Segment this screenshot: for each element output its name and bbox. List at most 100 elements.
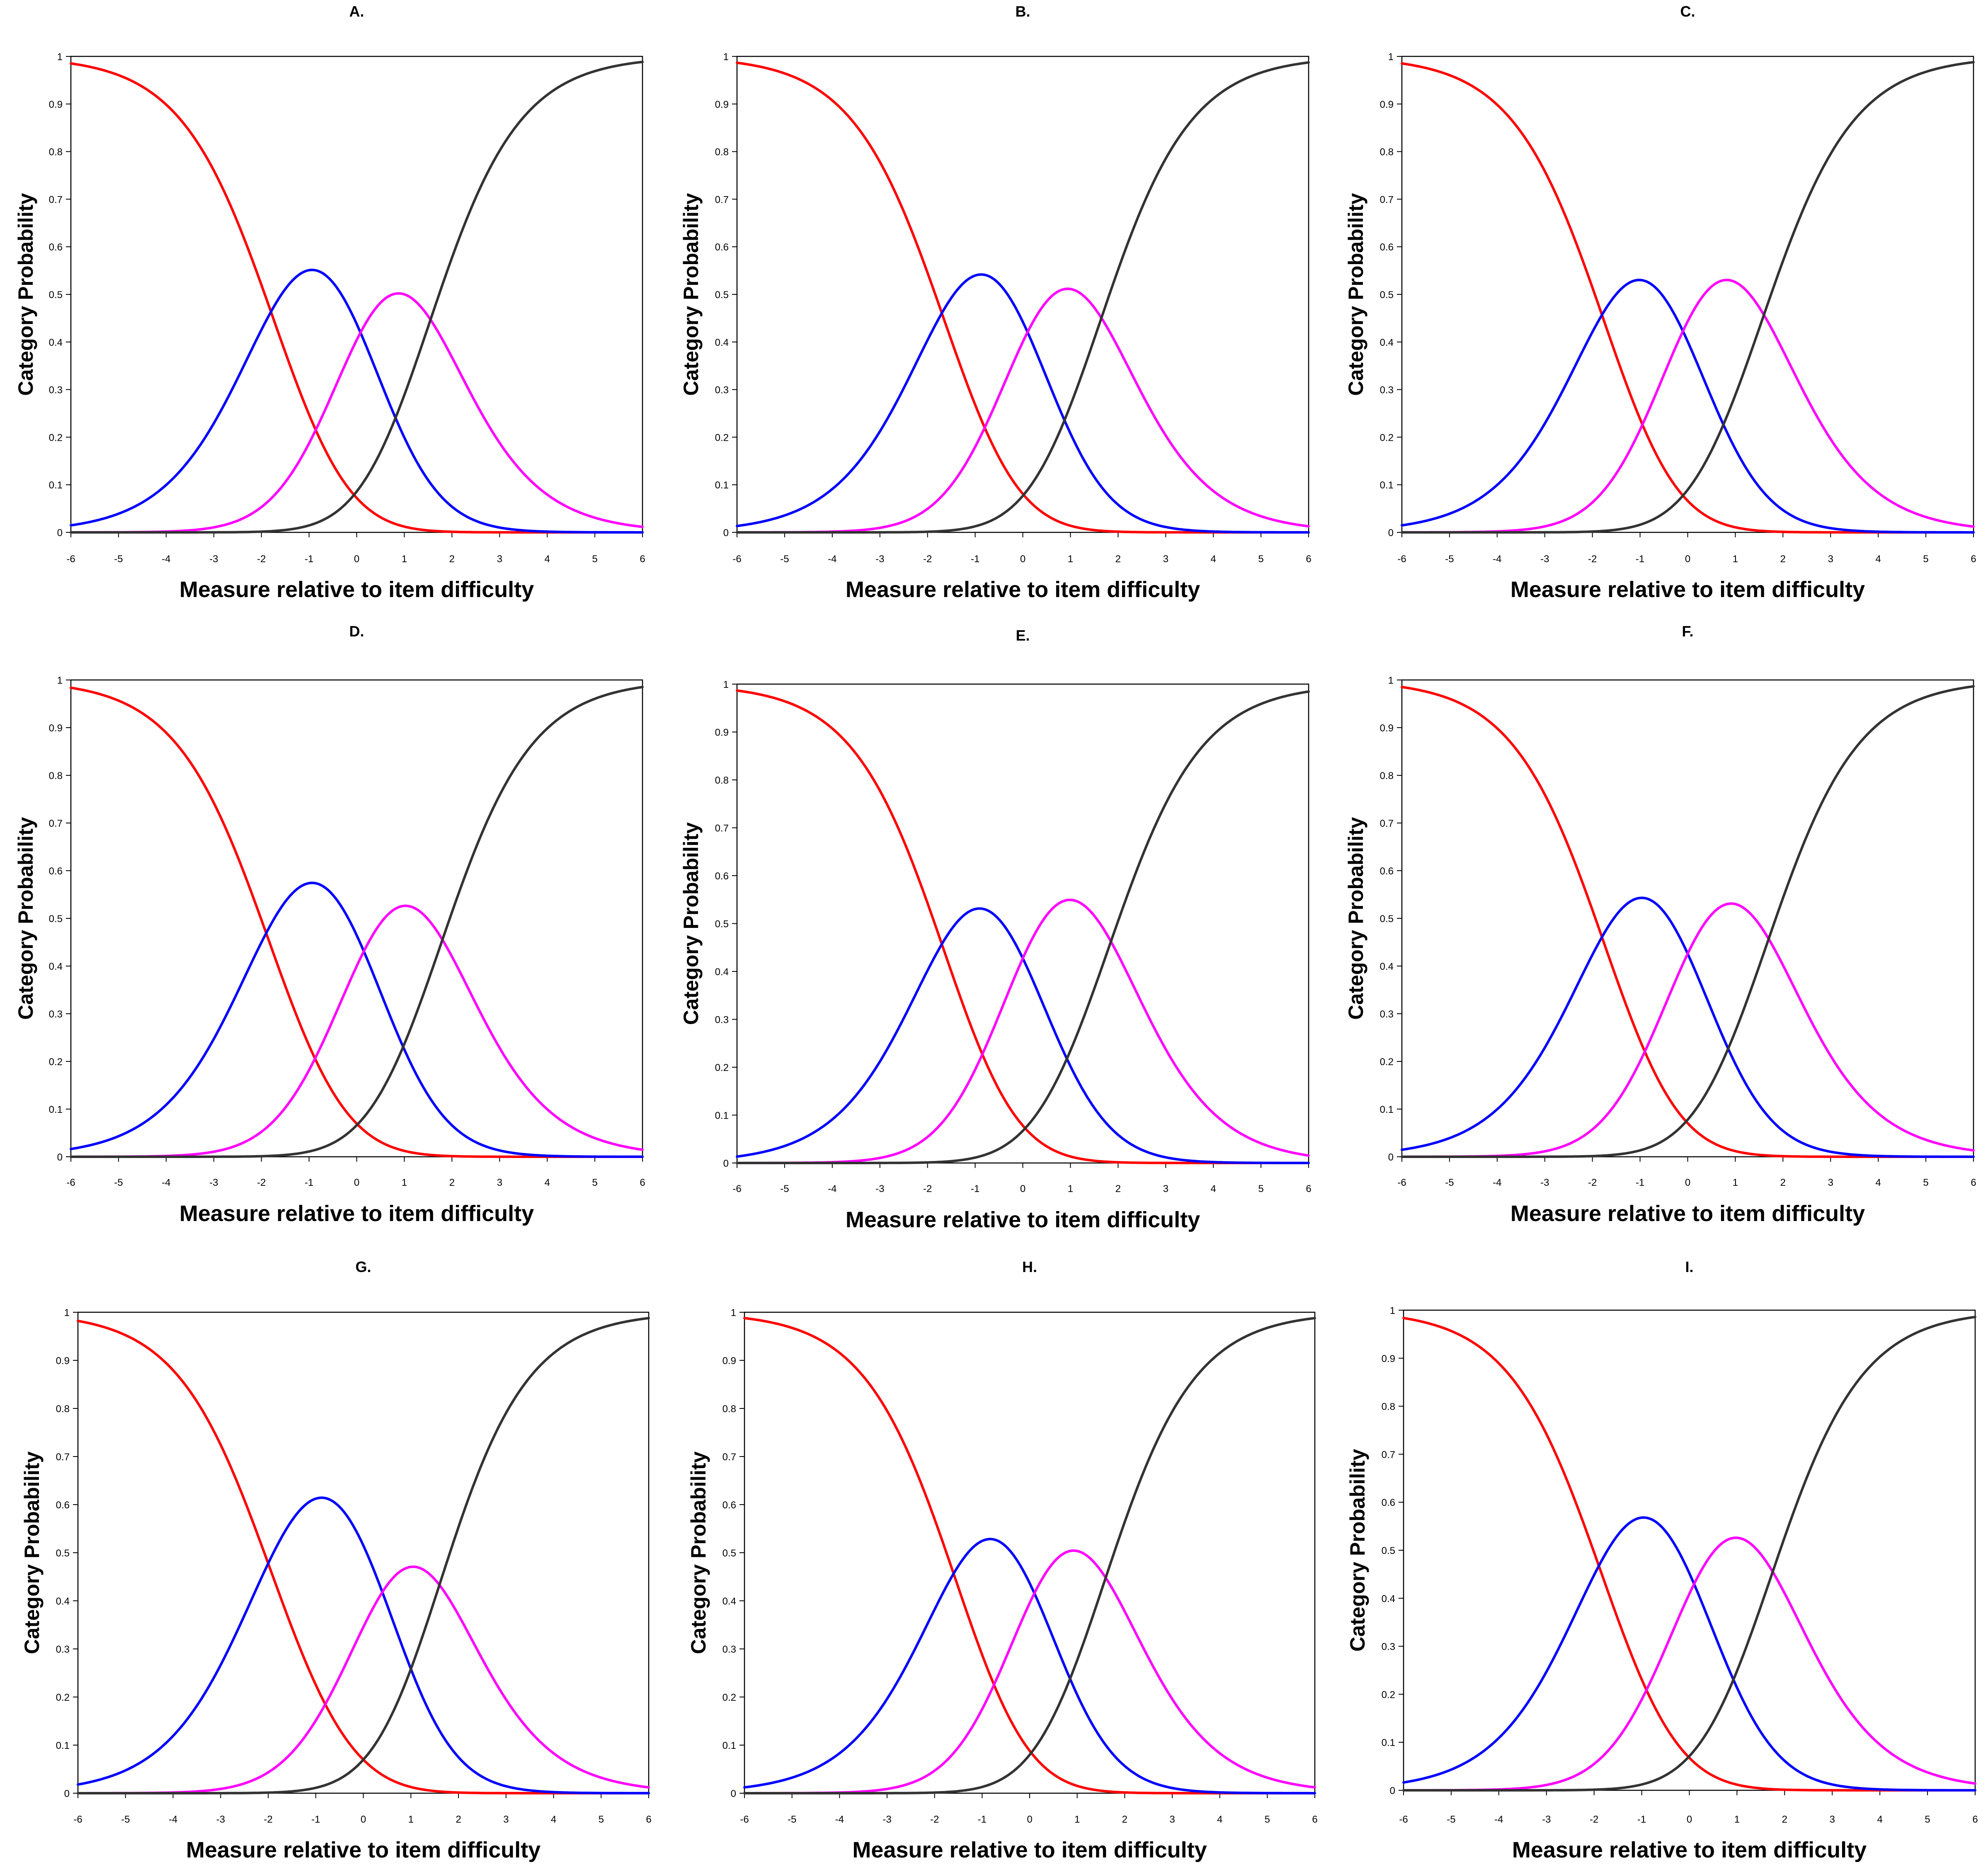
series-line-category-4 bbox=[70, 686, 644, 1158]
y-tick-label: 0.6 bbox=[715, 242, 729, 253]
plot-frame bbox=[1403, 1309, 1976, 1791]
y-axis-title: Category Probability bbox=[14, 817, 37, 1020]
y-tick-label: 0.9 bbox=[715, 727, 729, 738]
y-tick-label: 0.5 bbox=[1382, 1545, 1395, 1556]
x-tick-label: 3 bbox=[497, 1177, 502, 1188]
x-tick-label: 5 bbox=[592, 1177, 597, 1188]
y-tick-label: 1 bbox=[1390, 1305, 1395, 1316]
x-tick-label: -3 bbox=[209, 1177, 218, 1188]
x-tick-label: -1 bbox=[305, 1177, 313, 1188]
x-tick-label: 0 bbox=[1685, 554, 1690, 565]
x-tick-label: 4 bbox=[1210, 554, 1216, 565]
x-axis-title: Measure relative to item difficulty bbox=[1510, 1201, 1865, 1226]
x-tick-label: -1 bbox=[1636, 1177, 1644, 1188]
y-axis-title: Category Probability bbox=[14, 193, 37, 396]
chart-panel-8: H. 0 0.1 0.2 0.3 0.4 0.5 0.6 0.7 0.8 0.9 1 -6 -5 -4 -3 -… bbox=[687, 1258, 1318, 1862]
y-tick-label: 0.3 bbox=[49, 385, 63, 396]
y-tick-label: 0.7 bbox=[1380, 194, 1394, 205]
x-tick-label: -2 bbox=[1588, 1177, 1597, 1188]
y-tick-label: 0 bbox=[1390, 1785, 1395, 1797]
series-line-category-4 bbox=[1401, 685, 1975, 1158]
x-tick-label: -5 bbox=[1447, 1814, 1455, 1825]
series-line-category-4 bbox=[1402, 1316, 1976, 1792]
x-tick-label: -2 bbox=[257, 554, 266, 565]
y-tick-label: 0.4 bbox=[56, 1596, 70, 1607]
x-tick-label: 3 bbox=[1169, 1814, 1175, 1825]
plot-frame bbox=[70, 56, 643, 533]
x-tick-label: -6 bbox=[1397, 1177, 1406, 1188]
x-tick-label: -5 bbox=[1445, 554, 1454, 565]
x-tick-label: 2 bbox=[449, 1177, 455, 1188]
x-tick-label: -4 bbox=[835, 1814, 844, 1825]
x-tick-label: 3 bbox=[1828, 1177, 1833, 1188]
panel-label: H. bbox=[1022, 1258, 1037, 1275]
x-tick-label: -6 bbox=[1397, 554, 1406, 565]
x-tick-label: -5 bbox=[788, 1814, 796, 1825]
y-tick-label: 0 bbox=[1388, 527, 1394, 539]
x-tick-label: 0 bbox=[1020, 1183, 1026, 1194]
x-tick-label: 3 bbox=[497, 554, 502, 565]
plot-frame bbox=[77, 1311, 650, 1794]
y-tick-label: 0.2 bbox=[722, 1692, 736, 1703]
x-axis-title: Measure relative to item difficulty bbox=[1510, 577, 1865, 602]
x-tick-label: 6 bbox=[1971, 1177, 1976, 1188]
y-tick-label: 0 bbox=[57, 527, 63, 539]
y-tick-label: 0.7 bbox=[49, 194, 63, 205]
plot-frame bbox=[1401, 56, 1974, 533]
x-tick-label: 2 bbox=[1115, 1183, 1121, 1194]
x-tick-label: 3 bbox=[1163, 554, 1169, 565]
x-tick-label: 0 bbox=[1027, 1814, 1032, 1825]
y-tick-label: 0.5 bbox=[1380, 913, 1394, 925]
y-tick-label: 0.2 bbox=[1382, 1689, 1395, 1700]
x-tick-label: -5 bbox=[114, 1177, 123, 1188]
y-tick-label: 0.6 bbox=[1380, 866, 1394, 877]
x-tick-label: 2 bbox=[449, 554, 455, 565]
y-tick-label: 0.7 bbox=[56, 1452, 70, 1463]
series-line-category-1 bbox=[1401, 62, 1975, 534]
x-tick-label: 6 bbox=[1312, 1814, 1317, 1825]
series-line-category-3 bbox=[743, 1549, 1316, 1794]
x-tick-label: -3 bbox=[875, 554, 884, 565]
x-tick-label: 2 bbox=[1782, 1814, 1787, 1825]
x-tick-label: 3 bbox=[1830, 1814, 1835, 1825]
y-tick-label: 0.2 bbox=[1380, 1056, 1394, 1068]
x-tick-label: -4 bbox=[828, 1183, 836, 1194]
x-tick-label: -5 bbox=[780, 554, 789, 565]
x-tick-label: 0 bbox=[354, 554, 359, 565]
series-line-category-2 bbox=[1401, 279, 1975, 534]
y-tick-label: 0.5 bbox=[1380, 289, 1394, 301]
panel-label: E. bbox=[1016, 627, 1030, 644]
y-tick-label: 0.4 bbox=[1380, 337, 1394, 348]
y-tick-label: 0.1 bbox=[56, 1740, 70, 1751]
y-tick-label: 0.6 bbox=[1382, 1497, 1395, 1508]
plot-frame bbox=[70, 679, 643, 1158]
chart-panel-6: F. 0 0.1 0.2 0.3 0.4 0.5 0.6 0.7 0.8 0.9 1 -6 -5 -4 -3 -… bbox=[1344, 623, 1976, 1226]
y-tick-label: 0.9 bbox=[56, 1355, 70, 1367]
y-tick-label: 0.1 bbox=[1380, 1104, 1394, 1115]
x-tick-label: -5 bbox=[121, 1814, 130, 1825]
y-tick-label: 1 bbox=[64, 1307, 70, 1318]
series-line-category-1 bbox=[70, 62, 644, 534]
x-tick-label: 5 bbox=[592, 554, 597, 565]
x-tick-label: 6 bbox=[640, 1177, 645, 1188]
y-tick-label: 0.4 bbox=[715, 966, 729, 978]
x-tick-label: 1 bbox=[408, 1814, 414, 1825]
x-tick-label: -2 bbox=[257, 1177, 266, 1188]
y-tick-label: 1 bbox=[731, 1307, 736, 1318]
y-tick-label: 0.2 bbox=[49, 1056, 63, 1068]
x-tick-label: 5 bbox=[1265, 1814, 1270, 1825]
x-tick-label: -6 bbox=[1399, 1814, 1408, 1825]
y-tick-label: 0.3 bbox=[1382, 1641, 1395, 1653]
x-tick-label: 1 bbox=[1074, 1814, 1080, 1825]
y-tick-label: 0.7 bbox=[1380, 818, 1394, 829]
x-tick-label: -1 bbox=[978, 1814, 987, 1825]
x-tick-label: -6 bbox=[740, 1814, 749, 1825]
x-tick-label: 6 bbox=[640, 554, 645, 565]
series-line-category-2 bbox=[1402, 1516, 1976, 1792]
x-axis-title: Measure relative to item difficulty bbox=[852, 1838, 1207, 1862]
x-tick-label: 5 bbox=[1923, 1177, 1928, 1188]
x-tick-label: 1 bbox=[1068, 1183, 1073, 1194]
x-tick-label: -6 bbox=[66, 1177, 75, 1188]
x-tick-label: -6 bbox=[732, 554, 741, 565]
chart-panel-9: I. 0 0.1 0.2 0.3 0.4 0.5 0.6 0.7 0.8 0.9 1 -6 -5 -4 -3 -… bbox=[1346, 1258, 1978, 1862]
